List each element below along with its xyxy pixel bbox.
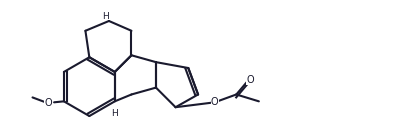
Text: H: H [111, 109, 118, 118]
Text: O: O [211, 97, 218, 107]
Text: O: O [44, 98, 52, 108]
Text: H: H [102, 12, 109, 21]
Text: O: O [245, 75, 253, 85]
